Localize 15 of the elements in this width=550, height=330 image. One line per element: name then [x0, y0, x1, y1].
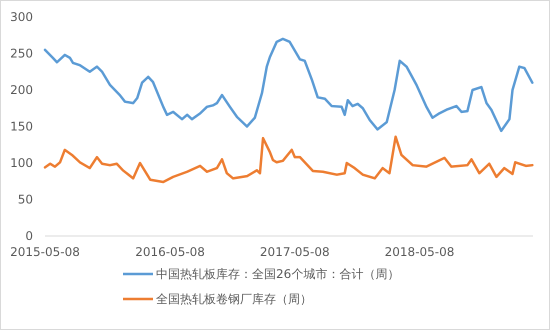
line-series	[44, 135, 534, 184]
x-tick-label: 2015-05-08	[10, 245, 80, 259]
x-tick-label: 2017-05-08	[260, 245, 330, 259]
y-tick-label: 100	[10, 156, 33, 170]
y-tick-label: 150	[10, 120, 33, 134]
legend-label: 全国热轧板卷钢厂库存（周）	[156, 292, 312, 306]
y-tick-label: 250	[10, 46, 33, 61]
line-series	[44, 38, 534, 132]
y-tick-label: 50	[18, 192, 33, 207]
x-tick-label: 2016-05-08	[135, 245, 205, 259]
y-tick-label: 300	[10, 10, 33, 24]
y-tick-label: 0	[25, 229, 33, 244]
y-tick-label: 200	[10, 83, 33, 98]
legend-label: 中国热轧板库存：全国26个城市：合计（周）	[156, 267, 400, 282]
x-tick-label: 2018-05-08	[384, 245, 454, 259]
